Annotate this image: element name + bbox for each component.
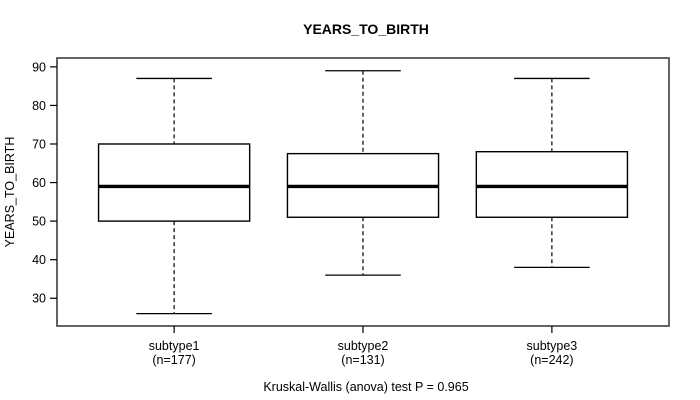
group-label: subtype2 (338, 339, 389, 353)
group-count-label: (n=177) (152, 353, 195, 367)
iqr-box (475, 151, 629, 218)
chart-title: YEARS_TO_BIRTH (303, 21, 429, 37)
y-axis-tick-label: 90 (32, 60, 46, 74)
group-count-label: (n=131) (341, 353, 384, 367)
group-count-label: (n=242) (530, 353, 573, 367)
y-axis-tick-label: 80 (32, 99, 46, 113)
y-axis-tick-label: 50 (32, 215, 46, 229)
group-label: subtype3 (527, 339, 578, 353)
iqr-box (97, 143, 251, 222)
y-axis-tick-label: 30 (32, 292, 46, 306)
plot-area: 90807060504030subtype1(n=177)subtype2(n=… (32, 57, 670, 367)
y-axis-tick-label: 40 (32, 253, 46, 267)
y-axis-title: YEARS_TO_BIRTH (3, 137, 17, 248)
group-label: subtype1 (149, 339, 200, 353)
stat-test-caption: Kruskal-Wallis (anova) test P = 0.965 (263, 380, 468, 394)
y-axis-tick-label: 60 (32, 176, 46, 190)
y-axis-tick-label: 70 (32, 137, 46, 151)
